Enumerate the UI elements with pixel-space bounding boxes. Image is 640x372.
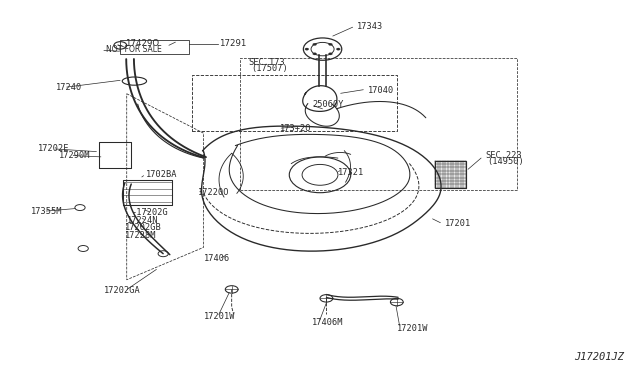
Text: 17201W: 17201W [397,324,428,333]
Text: 17224N: 17224N [127,216,158,225]
Text: 17406M: 17406M [312,318,344,327]
Circle shape [337,48,340,50]
Text: 17321: 17321 [338,169,364,177]
Text: 17201: 17201 [445,219,471,228]
Text: SEC.173: SEC.173 [248,58,285,67]
Text: 17228M: 17228M [125,231,156,240]
Circle shape [313,53,317,55]
Text: 25060Y: 25060Y [312,100,344,109]
Text: 17290M: 17290M [59,151,90,160]
Text: 17220O: 17220O [198,188,230,197]
Text: -17202G: -17202G [131,208,168,217]
Text: 17343: 17343 [357,22,383,31]
Text: 17040: 17040 [368,86,394,94]
Text: 17406: 17406 [204,254,230,263]
Text: 17291: 17291 [219,39,246,48]
Text: 17201W: 17201W [204,312,235,321]
Circle shape [313,43,317,45]
Circle shape [328,43,332,45]
Polygon shape [435,161,466,188]
Text: 17429O: 17429O [125,39,159,48]
Text: 173+2O: 173+2O [280,124,312,133]
Text: 17202E: 17202E [38,144,70,153]
Text: 17202GA: 17202GA [104,286,140,295]
Bar [120,40,189,54]
Circle shape [305,48,308,50]
Text: (17507): (17507) [251,64,287,73]
Circle shape [328,53,332,55]
Text: NOT FOR SALE: NOT FOR SALE [106,45,161,54]
Text: 17202GB: 17202GB [125,223,161,232]
Text: 1702BA: 1702BA [146,170,177,179]
Text: (14950): (14950) [488,157,524,166]
Text: 17355M: 17355M [31,207,62,216]
Text: SEC.223: SEC.223 [485,151,522,160]
Text: J17201JZ: J17201JZ [574,352,624,362]
Text: 17240: 17240 [56,83,83,92]
